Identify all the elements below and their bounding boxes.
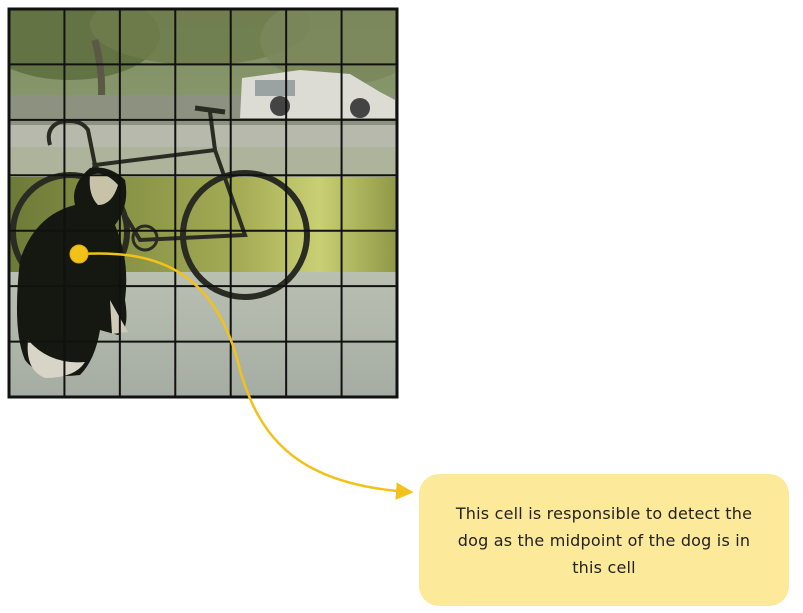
photo-border: [7, 7, 399, 399]
dog-bicycle-photo: [9, 9, 397, 397]
midpoint-marker: [69, 244, 89, 264]
dog-illustration: [16, 167, 128, 378]
car-illustration: [240, 70, 395, 118]
pointer-arrow: [79, 252, 414, 500]
grid-overlay: [9, 9, 397, 397]
callout-text: This cell is responsible to detect the d…: [455, 503, 753, 577]
callout-box: This cell is responsible to detect the d…: [419, 474, 789, 606]
